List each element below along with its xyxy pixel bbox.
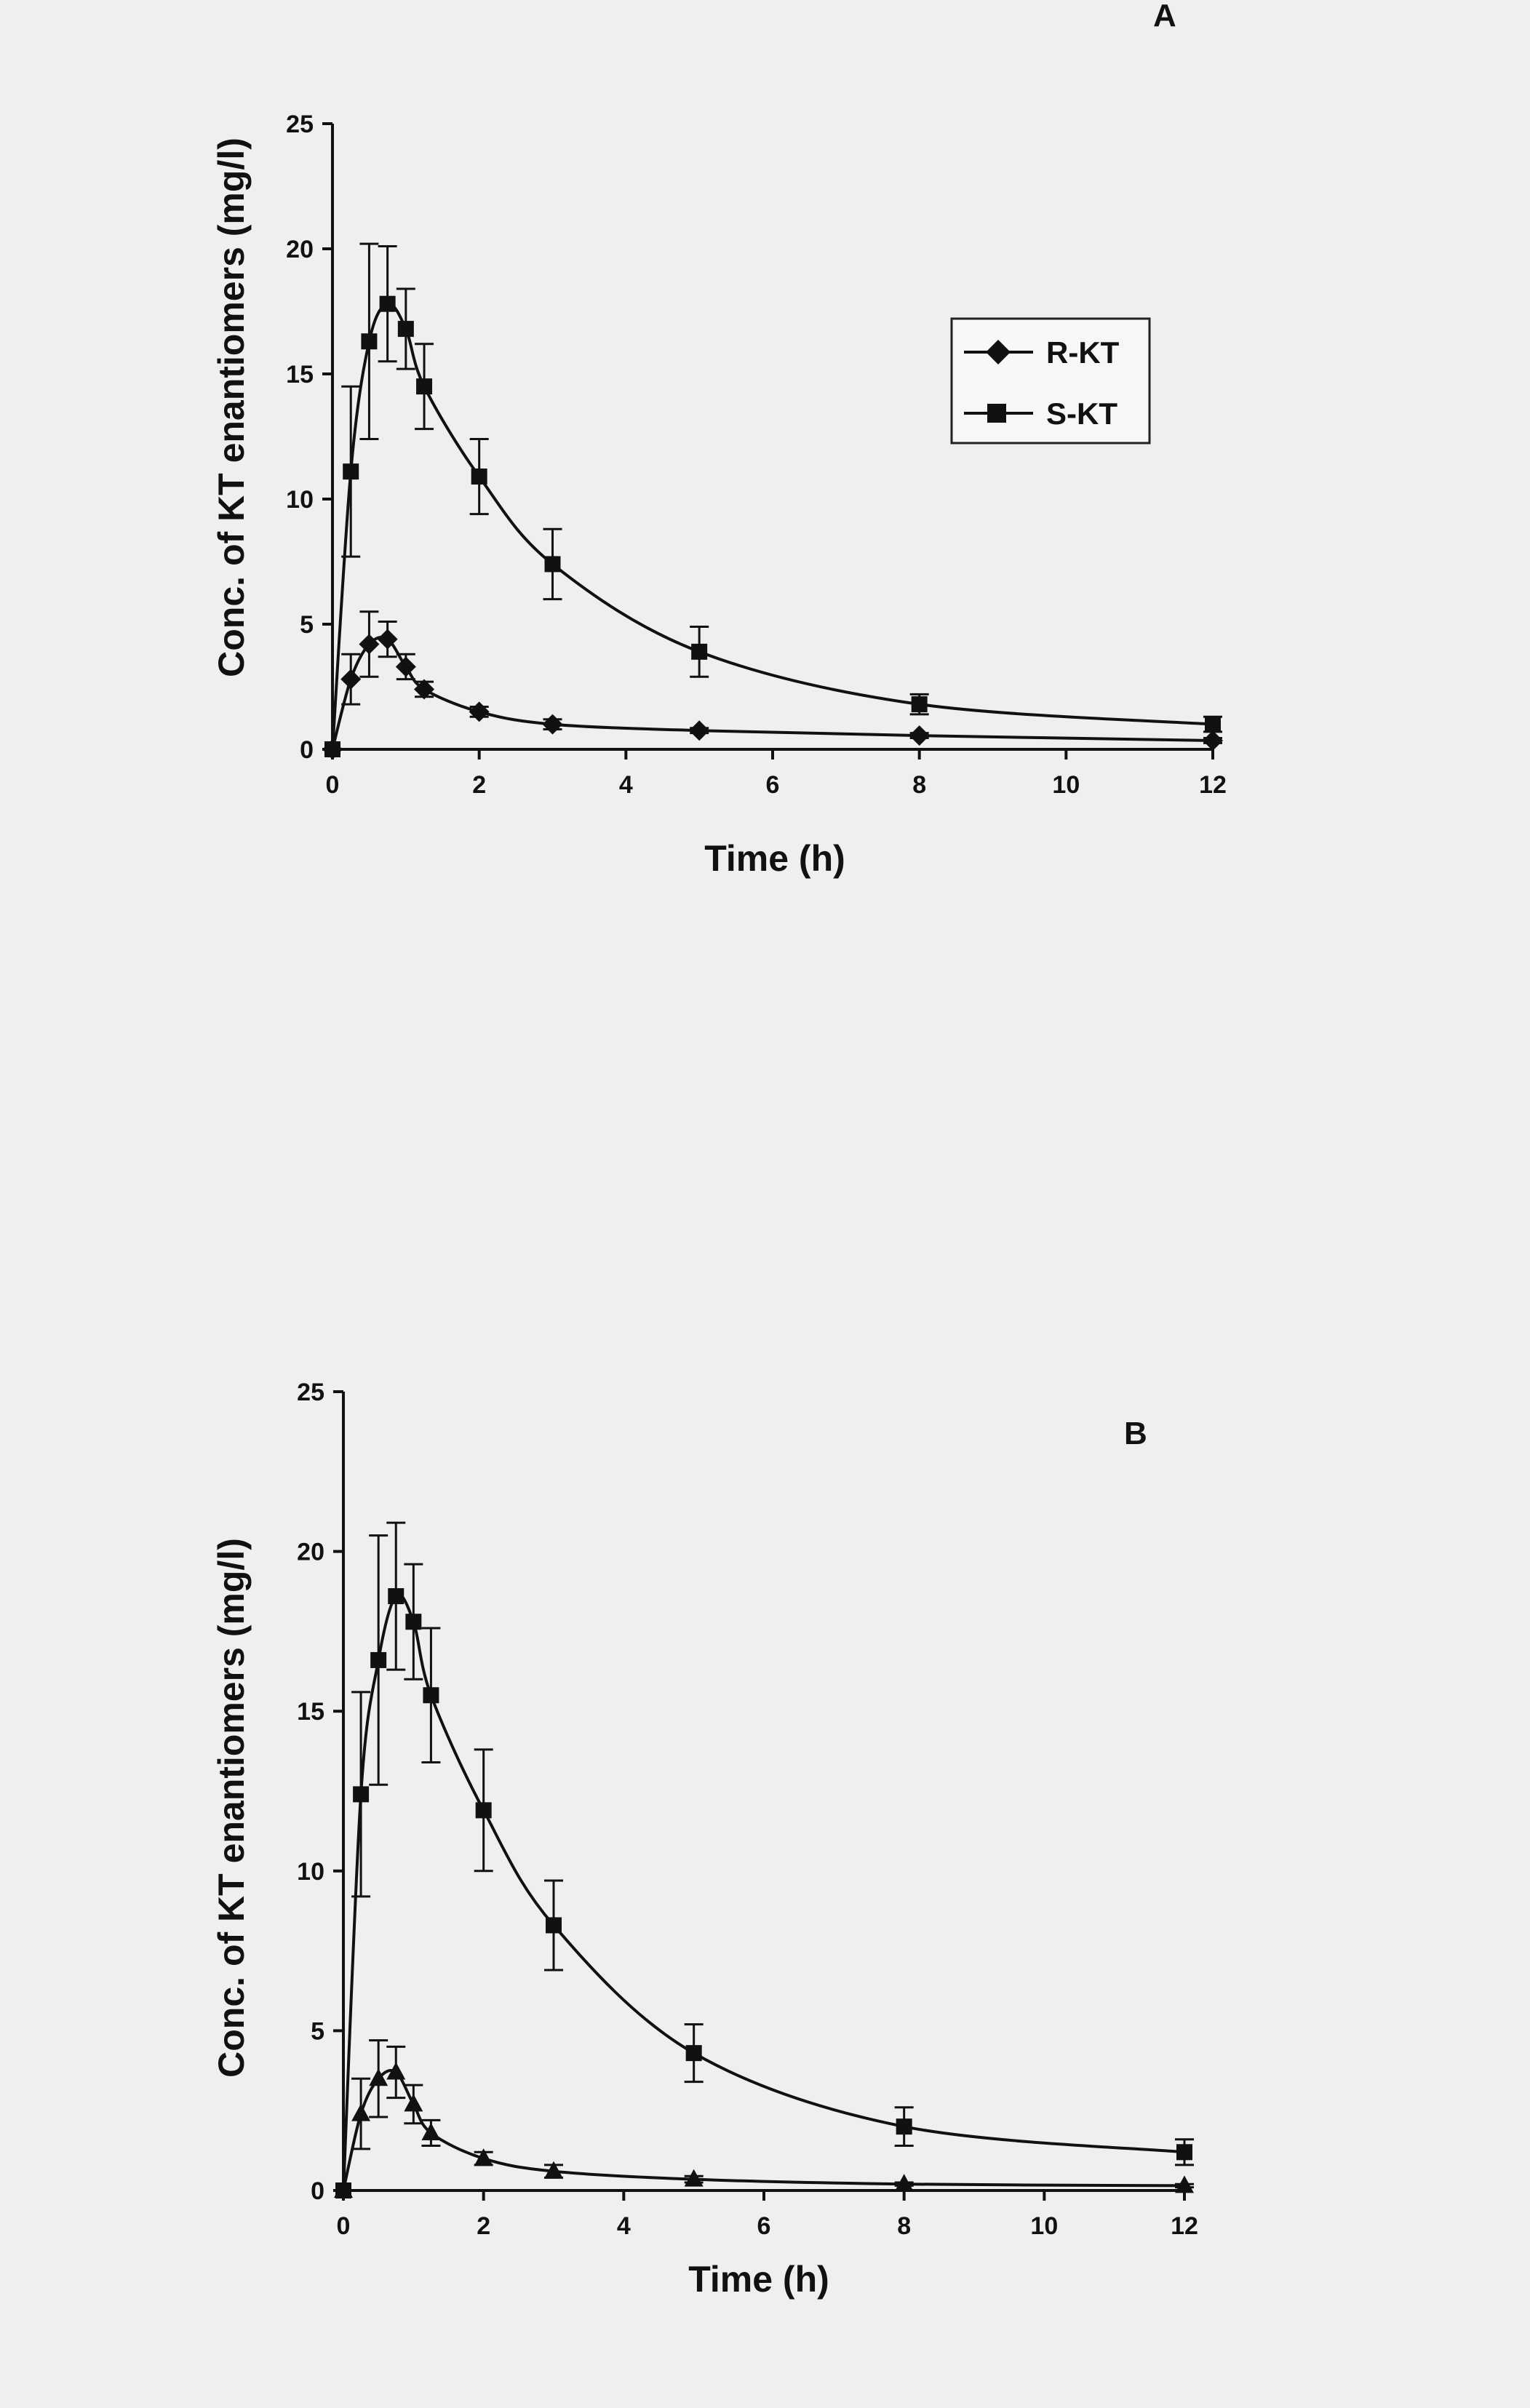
data-point	[335, 2182, 351, 2198]
series-line-1	[331, 302, 1214, 750]
x-tick-label: 2	[477, 2212, 490, 2240]
x-axis-title: Time (h)	[704, 838, 845, 879]
x-tick-label: 10	[1052, 771, 1080, 799]
data-point	[353, 1786, 370, 1803]
chart-panel-b: B Time (h) Conc. of KT enantiomers (mg/l…	[211, 1379, 1198, 2300]
x-tick-label: 12	[1199, 771, 1227, 799]
data-point	[542, 714, 563, 735]
y-tick-label: 0	[300, 736, 314, 764]
data-point	[395, 656, 416, 677]
data-point	[416, 378, 433, 395]
plot-area: 0 5 10 15 20 25 0 2 4 6 8 10 12	[297, 1379, 1198, 2240]
y-tick-label: 10	[286, 486, 314, 514]
y-tick-label: 10	[297, 1858, 324, 1886]
legend-marker-r-kt	[986, 340, 1011, 364]
data-point	[546, 1917, 562, 1934]
data-point	[469, 701, 490, 722]
data-point	[475, 1802, 492, 1819]
data-point	[691, 643, 708, 660]
y-tick-label: 20	[297, 1539, 324, 1566]
data-point	[397, 321, 414, 338]
legend-label-r-kt: R-KT	[1046, 335, 1120, 370]
data-point	[340, 669, 362, 690]
data-point	[689, 720, 710, 741]
y-axis-title: Conc. of KT enantiomers (mg/l)	[211, 1538, 252, 2078]
panel-label: A	[1153, 0, 1176, 33]
data-point	[909, 725, 930, 746]
data-point	[405, 1614, 422, 1630]
data-point	[377, 629, 398, 650]
legend-box	[950, 317, 1151, 444]
data-point	[423, 1687, 439, 1704]
data-point	[1203, 730, 1223, 751]
y-tick-label: 25	[297, 1379, 324, 1406]
chart-panel-a: A Time (h) Conc. of KT enantiomers (mg/l…	[211, 0, 1227, 879]
data-point	[379, 295, 396, 312]
x-tick-label: 6	[757, 2212, 771, 2240]
data-point	[894, 2174, 914, 2192]
y-axis-title: Conc. of KT enantiomers (mg/l)	[211, 137, 252, 677]
data-point	[359, 634, 380, 655]
data-point	[369, 2068, 389, 2086]
data-point	[685, 2045, 702, 2062]
data-point	[370, 1651, 387, 1668]
x-tick-label: 0	[326, 771, 340, 799]
x-tick-label: 4	[619, 771, 633, 799]
data-point	[474, 2148, 493, 2166]
data-point	[386, 2062, 406, 2080]
data-point	[684, 2169, 704, 2187]
x-tick-label: 2	[472, 771, 486, 799]
x-tick-label: 0	[337, 2212, 351, 2240]
x-tick-label: 10	[1030, 2212, 1058, 2240]
data-point	[1176, 2144, 1192, 2161]
x-tick-label: 12	[1171, 2212, 1198, 2240]
y-tick-label: 20	[286, 236, 314, 263]
data-point	[388, 1588, 405, 1605]
data-point	[404, 2094, 423, 2112]
data-point	[911, 696, 928, 713]
data-point	[896, 2118, 912, 2135]
y-tick-label: 25	[286, 111, 314, 138]
data-point	[351, 2103, 371, 2121]
y-tick-label: 15	[297, 1698, 324, 1726]
x-axis-title: Time (h)	[688, 2259, 829, 2300]
data-point	[343, 463, 359, 480]
plot-area: 0 5 10 15 20 25 0 2 4 6 8 10 12	[286, 111, 1227, 799]
data-point	[471, 469, 487, 485]
x-tick-label: 8	[912, 771, 926, 799]
data-point	[544, 2161, 563, 2179]
data-point	[361, 333, 378, 350]
panel-label: B	[1124, 1416, 1147, 1451]
data-point	[414, 679, 435, 700]
legend-marker-s-kt	[987, 404, 1006, 423]
y-tick-label: 5	[311, 2017, 324, 2045]
y-tick-label: 5	[300, 611, 314, 639]
legend-label-s-kt: S-KT	[1046, 396, 1117, 431]
data-point	[324, 741, 340, 757]
data-point	[421, 2122, 441, 2140]
y-tick-label: 15	[286, 361, 314, 388]
legend: R-KT S-KT	[950, 317, 1151, 444]
x-tick-label: 8	[897, 2212, 911, 2240]
series-line-1	[342, 1593, 1185, 2191]
x-tick-label: 4	[617, 2212, 631, 2240]
y-tick-label: 0	[311, 2177, 324, 2205]
data-point	[1205, 716, 1221, 733]
data-point	[1175, 2175, 1194, 2193]
data-point	[544, 556, 561, 573]
x-tick-label: 6	[766, 771, 780, 799]
